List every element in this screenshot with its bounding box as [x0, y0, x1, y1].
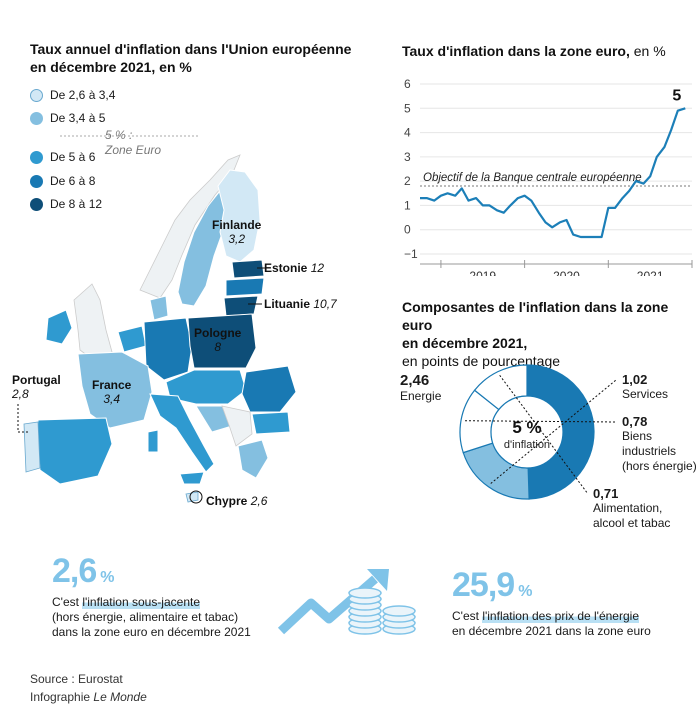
legend-swatch-icon [30, 88, 43, 102]
legend-item: De 5 à 6 [30, 150, 95, 164]
donut-leader-line [465, 420, 617, 423]
denmark-region [149, 295, 169, 321]
poland-region [187, 313, 257, 369]
donut-leader-line [499, 374, 589, 495]
uk-region [73, 283, 113, 363]
inflation-series-line [420, 107, 686, 239]
label-portugal: Portugal 2,8 [12, 373, 61, 401]
arrow-head-icon [367, 569, 389, 591]
energie-callout: 2,46 Energie [400, 372, 442, 403]
sicily-region [179, 471, 205, 485]
germany-region [143, 317, 193, 381]
portugal-leader-line [17, 404, 30, 433]
y-tick-label: −1 [404, 247, 418, 261]
legend-item: De 8 à 12 [30, 197, 102, 211]
benelux-region [117, 325, 147, 353]
y-tick-label: 0 [404, 223, 411, 237]
sardinia-region [147, 429, 159, 453]
donut-leader-line [490, 379, 617, 484]
stat-energy-value: 25,9% [452, 566, 532, 604]
y-tick-label: 6 [404, 77, 411, 91]
italy-region [149, 393, 215, 473]
eurozone-note: 5 % : Zone Euro [105, 128, 162, 157]
label-france: France 3,4 [92, 378, 132, 406]
label-estonia: Estonie 12 [264, 261, 325, 275]
x-tick-label: 2021 [637, 269, 664, 276]
europe-map [17, 135, 297, 504]
y-tick-label: 5 [404, 101, 411, 115]
legend-item: De 2,6 à 3,4 [30, 88, 115, 102]
inflation-components-donut: 5 % d'inflation [459, 364, 617, 500]
last-value-label: 5 [672, 87, 681, 104]
balkans-region [221, 405, 253, 447]
cyprus-region [185, 491, 199, 503]
x-tick-label: 2019 [469, 269, 496, 276]
source-line: Source : Eurostat [30, 672, 123, 686]
line-chart-title: Taux d'inflation dans la zone euro, en % [402, 43, 666, 59]
map-title: Taux annuel d'inflation dans l'Union eur… [30, 41, 352, 75]
y-tick-label: 3 [404, 150, 411, 164]
legend-item: De 6 à 8 [30, 174, 95, 188]
label-finland: Finlande 3,2 [212, 218, 262, 246]
coin-stack-icon [348, 587, 416, 635]
legend-swatch-icon [30, 111, 43, 125]
legend-swatch-icon [30, 197, 43, 211]
y-tick-label: 1 [404, 198, 411, 212]
x-tick-label: 2020 [553, 269, 580, 276]
services-callout: 1,02 Services [622, 372, 669, 401]
cyprus-marker-icon [189, 490, 203, 504]
ecb-target-label: Objectif de la Banque centrale européenn… [423, 172, 642, 184]
label-lithuania: Lituanie 10,7 [264, 297, 337, 311]
portugal-region [23, 421, 41, 473]
stat-energy-inflation: 25,9% C'est l'inflation des prix de l'én… [452, 566, 651, 638]
ireland-region [45, 309, 73, 345]
legend-item: De 3,4 à 5 [30, 111, 105, 125]
donut-hole [490, 395, 564, 469]
greece-region [237, 439, 269, 479]
rising-coins-illustration [277, 569, 416, 635]
donut-center-label: d'inflation [504, 439, 550, 451]
y-tick-label: 2 [404, 174, 411, 188]
finland-region [217, 169, 261, 263]
inflation-line-chart: −1 0 1 2 3 4 5 6 2019 2020 2021 Objectif de la Banq… [404, 77, 693, 276]
norway-region [139, 154, 241, 299]
spain-region [37, 417, 113, 485]
stat-core-inflation: 2,6% C'est l'inflation sous-jacente (hor… [52, 552, 251, 639]
estonia-region [231, 259, 265, 279]
alimentation-callout: 0,71 Alimentation, alcool et tabac [593, 486, 671, 530]
donut-title: Composantes de l'inflation dans la zone … [402, 299, 669, 369]
latvia-region [225, 277, 265, 297]
label-cyprus: Chypre 2,6 [206, 494, 268, 508]
france-region [77, 351, 153, 429]
legend-swatch-icon [30, 150, 43, 164]
bulgaria-region [251, 411, 291, 435]
credit-line: Infographie Le Monde [30, 690, 147, 704]
romania-region [241, 365, 297, 413]
donut-center-value: 5 % [512, 418, 541, 437]
stat-core-value: 2,6% [52, 552, 115, 590]
y-tick-label: 4 [404, 126, 411, 140]
biens-callout: 0,78 Biens industriels (hors énergie) [622, 414, 697, 473]
label-poland: Pologne 8 [194, 326, 242, 354]
legend-swatch-icon [30, 174, 43, 188]
lithuania-region [223, 295, 259, 317]
